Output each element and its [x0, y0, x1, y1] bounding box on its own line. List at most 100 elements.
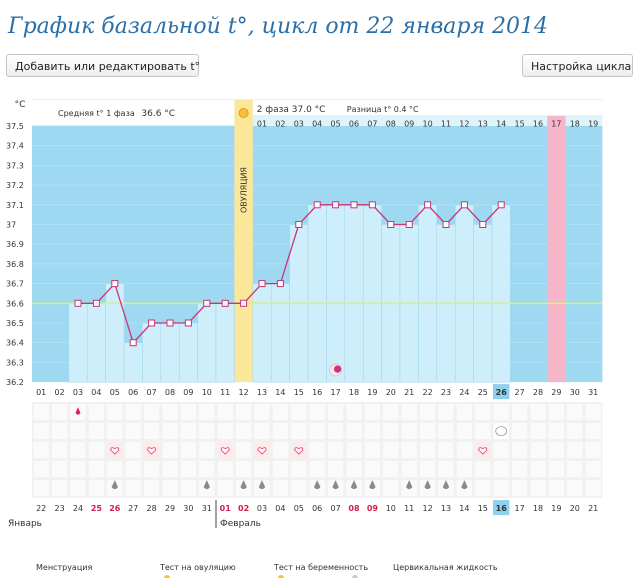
symptom-cell[interactable] [346, 423, 362, 440]
symptom-cell[interactable] [401, 442, 417, 459]
symptom-cell[interactable] [567, 423, 583, 440]
symptom-cell[interactable] [456, 423, 473, 440]
symptom-cell[interactable] [327, 442, 344, 459]
symptom-cell[interactable] [364, 442, 381, 459]
symptom-cell[interactable] [511, 404, 528, 421]
temperature-point[interactable] [442, 221, 450, 228]
symptom-cell[interactable] [475, 404, 491, 421]
symptom-cell[interactable] [364, 461, 381, 478]
symptom-cell[interactable] [180, 480, 197, 497]
symptom-cell[interactable] [51, 442, 68, 459]
temperature-point[interactable] [332, 201, 340, 209]
temperature-point[interactable] [74, 299, 82, 307]
symptom-cell[interactable] [235, 461, 252, 478]
symptom-cell[interactable] [309, 423, 325, 440]
temperature-point[interactable] [313, 201, 321, 209]
symptom-cell[interactable] [364, 423, 381, 440]
temperature-point[interactable] [148, 319, 156, 327]
symptom-cell[interactable] [235, 404, 252, 421]
symptom-cell[interactable] [383, 461, 399, 478]
symptom-cell[interactable] [33, 442, 49, 459]
symptom-cell[interactable] [401, 423, 417, 440]
temperature-point[interactable] [203, 299, 211, 307]
symptom-cell[interactable] [51, 404, 68, 421]
symptom-cell[interactable] [291, 404, 307, 421]
symptom-cell[interactable] [456, 461, 473, 478]
temperature-point[interactable] [129, 339, 137, 347]
symptom-cell[interactable] [199, 423, 215, 440]
symptom-cell[interactable] [180, 423, 197, 440]
symptom-cell[interactable] [438, 423, 454, 440]
symptom-cell[interactable] [272, 404, 289, 421]
symptom-cell[interactable] [143, 461, 160, 478]
symptom-cell[interactable] [309, 461, 325, 478]
symptom-cell[interactable] [548, 423, 565, 440]
symptom-cell[interactable] [456, 404, 473, 421]
symptom-cell[interactable] [180, 461, 197, 478]
symptom-cell[interactable] [327, 423, 344, 440]
symptom-cell[interactable] [70, 480, 86, 497]
symptom-cell[interactable] [272, 480, 289, 497]
symptom-cell[interactable] [567, 461, 583, 478]
symptom-cell[interactable] [530, 480, 546, 497]
symptom-cell[interactable] [511, 461, 528, 478]
temperature-point[interactable] [405, 221, 413, 228]
symptom-cell[interactable] [125, 423, 141, 440]
symptom-cell[interactable] [272, 442, 289, 459]
symptom-cell[interactable] [88, 404, 105, 421]
symptom-cell[interactable] [162, 480, 178, 497]
symptom-cell[interactable] [493, 461, 509, 478]
symptom-cell[interactable] [33, 423, 49, 440]
symptom-cell[interactable] [235, 423, 252, 440]
symptom-cell[interactable] [419, 461, 436, 478]
symptom-cell[interactable] [567, 480, 583, 497]
symptom-cell[interactable] [254, 461, 270, 478]
symptom-cell[interactable] [199, 442, 215, 459]
temperature-point[interactable] [424, 201, 432, 209]
temperature-point[interactable] [460, 201, 468, 209]
symptom-cell[interactable] [88, 423, 105, 440]
cycle-settings-button[interactable]: Настройка цикла [522, 54, 633, 77]
symptom-cell[interactable] [401, 404, 417, 421]
symptom-cell[interactable] [180, 404, 197, 421]
symptom-cell[interactable] [530, 461, 546, 478]
symptom-cell[interactable] [199, 461, 215, 478]
symptom-cell[interactable] [548, 461, 565, 478]
symptom-cell[interactable] [530, 404, 546, 421]
temperature-point[interactable] [387, 221, 395, 228]
symptom-cell[interactable] [125, 442, 141, 459]
symptom-cell[interactable] [438, 404, 454, 421]
symptom-cell[interactable] [346, 461, 362, 478]
symptom-cell[interactable] [254, 423, 270, 440]
symptom-cell[interactable] [511, 480, 528, 497]
symptom-cell[interactable] [548, 404, 565, 421]
symptom-cell[interactable] [567, 404, 583, 421]
symptom-cell[interactable] [530, 442, 546, 459]
symptom-cell[interactable] [162, 442, 178, 459]
symptom-cell[interactable] [51, 461, 68, 478]
symptom-cell[interactable] [143, 423, 160, 440]
symptom-cell[interactable] [51, 480, 68, 497]
symptom-cell[interactable] [217, 480, 233, 497]
symptom-cell[interactable] [125, 480, 141, 497]
symptom-cell[interactable] [567, 442, 583, 459]
symptom-cell[interactable] [291, 461, 307, 478]
symptom-cell[interactable] [493, 480, 509, 497]
symptom-cell[interactable] [309, 442, 325, 459]
symptom-cell[interactable] [346, 442, 362, 459]
symptom-cell[interactable] [456, 442, 473, 459]
symptom-cell[interactable] [199, 404, 215, 421]
symptom-cell[interactable] [291, 480, 307, 497]
symptom-cell[interactable] [364, 404, 381, 421]
symptom-cell[interactable] [401, 461, 417, 478]
symptom-cell[interactable] [419, 404, 436, 421]
symptom-cell[interactable] [88, 480, 105, 497]
symptom-cell[interactable] [70, 423, 86, 440]
symptom-cell[interactable] [33, 480, 49, 497]
symptom-cell[interactable] [162, 423, 178, 440]
temperature-point[interactable] [276, 280, 284, 288]
symptom-cell[interactable] [530, 423, 546, 440]
temperature-point[interactable] [295, 221, 303, 228]
temperature-point[interactable] [258, 280, 266, 288]
symptom-cell[interactable] [383, 480, 399, 497]
